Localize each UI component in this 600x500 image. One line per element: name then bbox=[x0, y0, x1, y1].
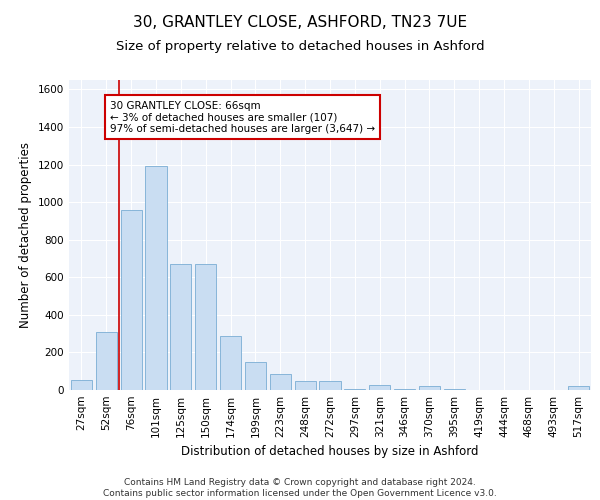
Bar bbox=[170, 264, 191, 390]
Bar bbox=[444, 389, 465, 390]
Bar bbox=[319, 380, 341, 390]
Bar bbox=[245, 362, 266, 390]
Bar bbox=[344, 389, 365, 390]
Bar bbox=[195, 264, 216, 390]
Text: Contains HM Land Registry data © Crown copyright and database right 2024.
Contai: Contains HM Land Registry data © Crown c… bbox=[103, 478, 497, 498]
Bar bbox=[145, 166, 167, 390]
Bar bbox=[121, 210, 142, 390]
Bar bbox=[568, 386, 589, 390]
Bar bbox=[295, 380, 316, 390]
Text: 30 GRANTLEY CLOSE: 66sqm
← 3% of detached houses are smaller (107)
97% of semi-d: 30 GRANTLEY CLOSE: 66sqm ← 3% of detache… bbox=[110, 100, 375, 134]
Bar bbox=[270, 374, 291, 390]
Y-axis label: Number of detached properties: Number of detached properties bbox=[19, 142, 32, 328]
Bar bbox=[220, 336, 241, 390]
Bar bbox=[394, 389, 415, 390]
Bar bbox=[419, 386, 440, 390]
X-axis label: Distribution of detached houses by size in Ashford: Distribution of detached houses by size … bbox=[181, 446, 479, 458]
Text: 30, GRANTLEY CLOSE, ASHFORD, TN23 7UE: 30, GRANTLEY CLOSE, ASHFORD, TN23 7UE bbox=[133, 15, 467, 30]
Text: Size of property relative to detached houses in Ashford: Size of property relative to detached ho… bbox=[116, 40, 484, 53]
Bar bbox=[369, 386, 390, 390]
Bar bbox=[96, 332, 117, 390]
Bar bbox=[71, 380, 92, 390]
